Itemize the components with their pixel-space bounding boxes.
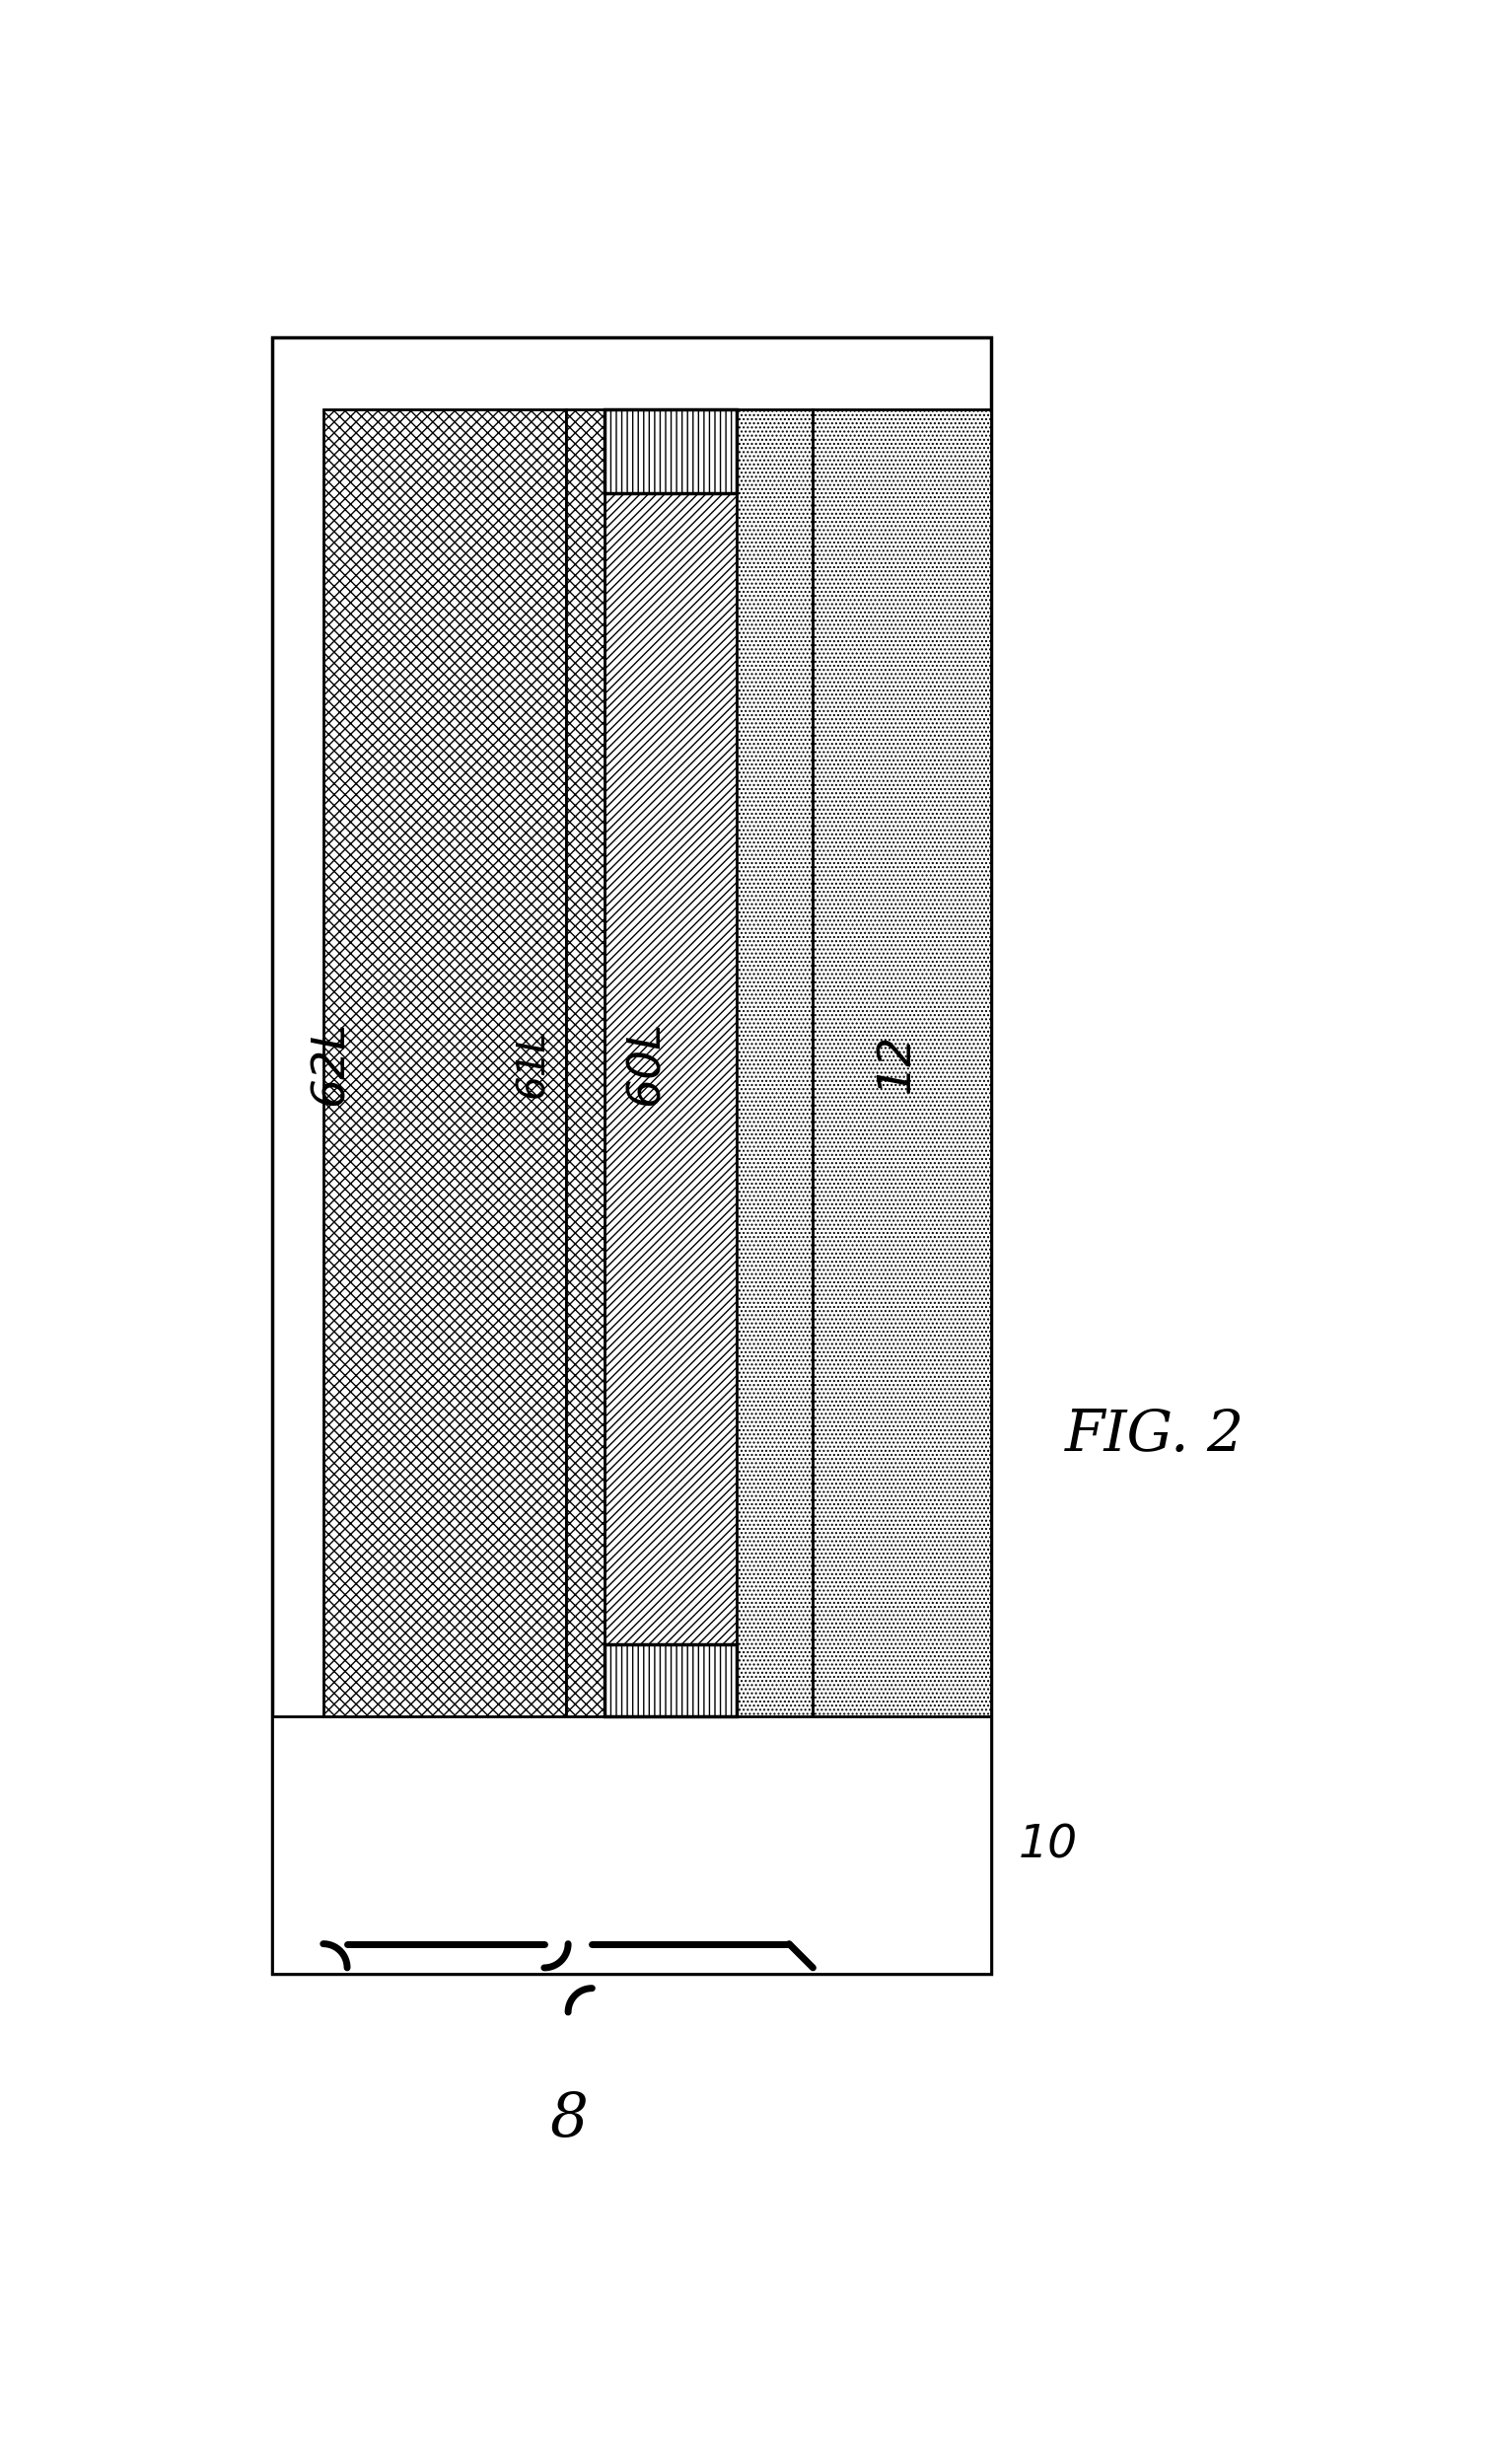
Text: 12: 12 xyxy=(875,1032,918,1092)
Text: 8: 8 xyxy=(549,2089,587,2149)
Bar xyxy=(605,1643,738,1715)
Bar xyxy=(605,409,738,1715)
Text: 22: 22 xyxy=(649,1656,687,1705)
Text: 60L: 60L xyxy=(624,1020,669,1106)
Bar xyxy=(324,409,566,1715)
Bar xyxy=(566,409,605,1715)
Text: 10: 10 xyxy=(1018,1823,1078,1868)
Bar xyxy=(272,1715,991,1974)
Bar xyxy=(605,409,814,1715)
Text: FIG. 2: FIG. 2 xyxy=(1065,1407,1245,1464)
Text: 61L: 61L xyxy=(514,1027,551,1099)
Text: 22: 22 xyxy=(649,426,687,476)
Bar xyxy=(272,338,991,1974)
Bar xyxy=(605,409,738,493)
Bar xyxy=(814,409,991,1715)
Text: 62L: 62L xyxy=(308,1020,352,1106)
